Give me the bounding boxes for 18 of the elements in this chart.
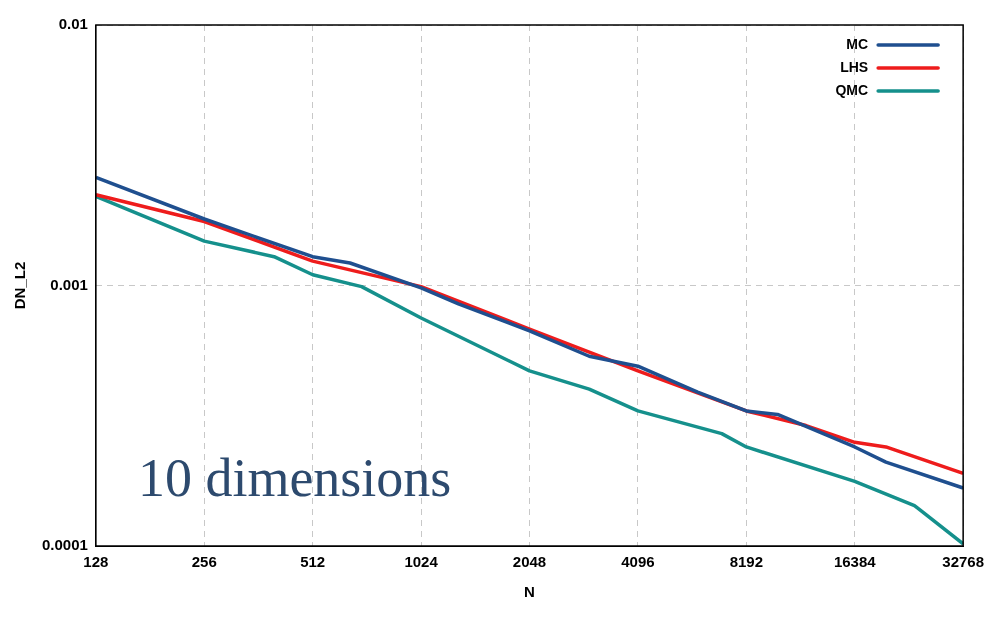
y-tick-label: 0.01 (58, 15, 88, 33)
legend-label: MC (846, 35, 869, 52)
y-tick-label: 0.001 (50, 275, 88, 293)
x-tick-label: 2048 (512, 553, 547, 571)
x-tick-label: 1024 (404, 553, 439, 571)
y-tick-label: 0.0001 (41, 536, 88, 554)
x-tick-label: 512 (300, 553, 326, 571)
x-tick-label: 4096 (621, 553, 655, 571)
x-tick-label: 256 (191, 553, 217, 571)
annotation: 10 dimensions (137, 448, 452, 508)
legend-label: LHS (840, 58, 869, 75)
x-tick-label: 32768 (942, 553, 984, 571)
x-axis-title: N (524, 583, 535, 601)
x-tick-label: 128 (83, 553, 109, 571)
legend-label: QMC (835, 81, 869, 98)
y-axis-title: DN_L2 (11, 261, 29, 310)
x-tick-label: 16384 (833, 553, 877, 571)
x-tick-label: 8192 (729, 553, 764, 571)
